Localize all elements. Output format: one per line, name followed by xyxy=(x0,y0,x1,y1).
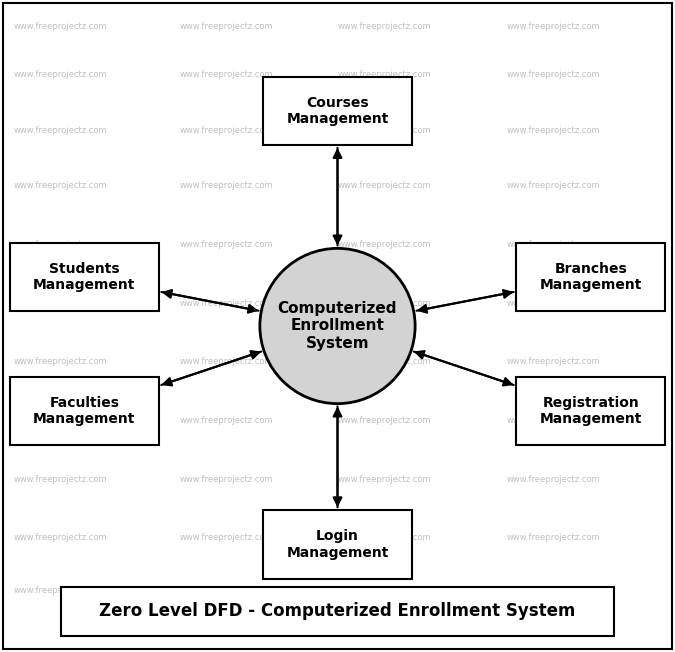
Text: www.freeprojectz.com: www.freeprojectz.com xyxy=(507,240,600,249)
Text: www.freeprojectz.com: www.freeprojectz.com xyxy=(507,533,600,542)
Text: Zero Level DFD - Computerized Enrollment System: Zero Level DFD - Computerized Enrollment… xyxy=(99,602,576,620)
Text: www.freeprojectz.com: www.freeprojectz.com xyxy=(338,416,431,425)
Bar xyxy=(263,510,412,579)
Text: www.freeprojectz.com: www.freeprojectz.com xyxy=(180,416,273,425)
Text: Branches
Management: Branches Management xyxy=(539,262,642,292)
Text: www.freeprojectz.com: www.freeprojectz.com xyxy=(14,585,107,595)
Text: www.freeprojectz.com: www.freeprojectz.com xyxy=(180,533,273,542)
Text: Students
Management: Students Management xyxy=(33,262,136,292)
Text: www.freeprojectz.com: www.freeprojectz.com xyxy=(338,585,431,595)
Bar xyxy=(516,243,665,312)
Text: www.freeprojectz.com: www.freeprojectz.com xyxy=(180,585,273,595)
Text: www.freeprojectz.com: www.freeprojectz.com xyxy=(338,22,431,31)
Text: www.freeprojectz.com: www.freeprojectz.com xyxy=(14,533,107,542)
Text: www.freeprojectz.com: www.freeprojectz.com xyxy=(507,585,600,595)
Text: www.freeprojectz.com: www.freeprojectz.com xyxy=(180,240,273,249)
Text: www.freeprojectz.com: www.freeprojectz.com xyxy=(507,126,600,135)
Text: www.freeprojectz.com: www.freeprojectz.com xyxy=(14,416,107,425)
Text: www.freeprojectz.com: www.freeprojectz.com xyxy=(338,126,431,135)
Text: www.freeprojectz.com: www.freeprojectz.com xyxy=(14,126,107,135)
Text: Computerized
Enrollment
System: Computerized Enrollment System xyxy=(277,301,398,351)
Text: www.freeprojectz.com: www.freeprojectz.com xyxy=(507,357,600,366)
Text: www.freeprojectz.com: www.freeprojectz.com xyxy=(180,70,273,80)
Text: www.freeprojectz.com: www.freeprojectz.com xyxy=(14,475,107,484)
Text: Login
Management: Login Management xyxy=(286,529,389,559)
Text: www.freeprojectz.com: www.freeprojectz.com xyxy=(507,70,600,80)
Text: www.freeprojectz.com: www.freeprojectz.com xyxy=(338,240,431,249)
Text: www.freeprojectz.com: www.freeprojectz.com xyxy=(338,357,431,366)
Text: www.freeprojectz.com: www.freeprojectz.com xyxy=(338,475,431,484)
Text: www.freeprojectz.com: www.freeprojectz.com xyxy=(507,181,600,190)
Text: www.freeprojectz.com: www.freeprojectz.com xyxy=(180,299,273,308)
Text: www.freeprojectz.com: www.freeprojectz.com xyxy=(14,240,107,249)
Text: www.freeprojectz.com: www.freeprojectz.com xyxy=(14,22,107,31)
Bar xyxy=(516,377,665,445)
Text: www.freeprojectz.com: www.freeprojectz.com xyxy=(14,357,107,366)
Text: www.freeprojectz.com: www.freeprojectz.com xyxy=(338,299,431,308)
Text: www.freeprojectz.com: www.freeprojectz.com xyxy=(338,70,431,80)
Text: www.freeprojectz.com: www.freeprojectz.com xyxy=(180,126,273,135)
Text: www.freeprojectz.com: www.freeprojectz.com xyxy=(180,22,273,31)
Text: www.freeprojectz.com: www.freeprojectz.com xyxy=(180,475,273,484)
Text: www.freeprojectz.com: www.freeprojectz.com xyxy=(338,181,431,190)
Bar xyxy=(10,243,159,312)
Text: www.freeprojectz.com: www.freeprojectz.com xyxy=(180,357,273,366)
Text: www.freeprojectz.com: www.freeprojectz.com xyxy=(507,416,600,425)
Text: www.freeprojectz.com: www.freeprojectz.com xyxy=(14,181,107,190)
Bar xyxy=(263,77,412,145)
Text: www.freeprojectz.com: www.freeprojectz.com xyxy=(180,181,273,190)
Text: www.freeprojectz.com: www.freeprojectz.com xyxy=(14,70,107,80)
Ellipse shape xyxy=(260,248,415,404)
Text: www.freeprojectz.com: www.freeprojectz.com xyxy=(507,22,600,31)
Text: www.freeprojectz.com: www.freeprojectz.com xyxy=(507,299,600,308)
Bar xyxy=(61,587,614,636)
Text: www.freeprojectz.com: www.freeprojectz.com xyxy=(507,475,600,484)
Text: Faculties
Management: Faculties Management xyxy=(33,396,136,426)
Text: www.freeprojectz.com: www.freeprojectz.com xyxy=(338,533,431,542)
Text: www.freeprojectz.com: www.freeprojectz.com xyxy=(14,299,107,308)
Bar xyxy=(10,377,159,445)
Text: Registration
Management: Registration Management xyxy=(539,396,642,426)
Text: Courses
Management: Courses Management xyxy=(286,96,389,126)
